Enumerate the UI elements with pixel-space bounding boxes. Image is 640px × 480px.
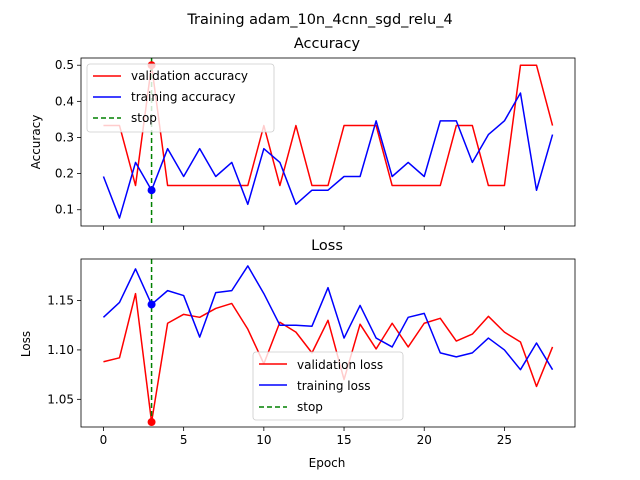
series-line-training-accuracy — [102, 92, 554, 219]
loss-x-axis-label: Epoch — [309, 456, 346, 470]
y-tick-label-1-1: 1.10 — [47, 343, 74, 357]
x-tick-label-1-0: 0 — [100, 433, 108, 447]
legend-label-stop-loss: stop — [297, 400, 323, 414]
y-tick-label-0-2: 0.3 — [55, 130, 74, 144]
accuracy-legend: validation accuracy training accuracy st… — [86, 63, 275, 133]
loss-panel: Loss Loss Epoch 0 5 10 15 20 25 1.05 1.10 1.15 v… — [19, 238, 576, 470]
series-line-validation-accuracy — [103, 64, 554, 187]
y-tick-label-1-2: 1.15 — [47, 294, 74, 308]
accuracy-axes-frame — [80, 57, 576, 227]
y-tick-label-1-0: 1.05 — [47, 392, 74, 406]
stop-marker-0-1 — [147, 186, 156, 195]
y-tick-label-0-4: 0.5 — [55, 58, 74, 72]
stop-marker-1-0 — [147, 418, 156, 427]
x-tick-label-1-3: 15 — [336, 433, 351, 447]
loss-legend-box — [252, 351, 404, 421]
y-tick-label-0-0: 0.1 — [55, 203, 74, 217]
y-tick-label-0-1: 0.2 — [55, 167, 74, 181]
accuracy-plot-area: 0.1 0.2 0.3 0.4 0.5 — [55, 58, 554, 230]
x-tick-label-1-4: 20 — [417, 433, 432, 447]
legend-label-validation-accuracy: validation accuracy — [131, 69, 248, 83]
legend-label-stop: stop — [131, 111, 157, 125]
figure-suptitle: Training adam_10n_4cnn_sgd_relu_4 — [186, 12, 452, 28]
x-tick-label-1-1: 5 — [180, 433, 188, 447]
x-tick-label-1-5: 25 — [497, 433, 512, 447]
loss-plot-area: 0 5 10 15 20 25 1.05 1.10 1.15 — [47, 259, 554, 447]
loss-legend: validation loss training loss stop — [252, 351, 404, 421]
legend-label-training-loss: training loss — [297, 379, 370, 393]
stop-marker-1-1 — [147, 300, 156, 309]
series-line-validation-loss — [103, 292, 554, 423]
accuracy-panel: Accuracy Accuracy 0.1 0.2 0.3 0.4 0.5 valida… — [29, 36, 576, 230]
x-tick-label-1-2: 10 — [256, 433, 271, 447]
accuracy-legend-box — [86, 63, 275, 133]
accuracy-y-axis-label: Accuracy — [29, 115, 43, 170]
loss-axes-frame — [80, 258, 576, 428]
series-line-training-loss — [102, 265, 554, 371]
loss-y-axis-label: Loss — [19, 331, 33, 357]
loss-panel-title: Loss — [311, 238, 343, 254]
legend-label-validation-loss: validation loss — [297, 358, 383, 372]
y-tick-label-0-3: 0.4 — [55, 94, 74, 108]
accuracy-panel-title: Accuracy — [294, 36, 361, 52]
legend-label-training-accuracy: training accuracy — [131, 90, 235, 104]
